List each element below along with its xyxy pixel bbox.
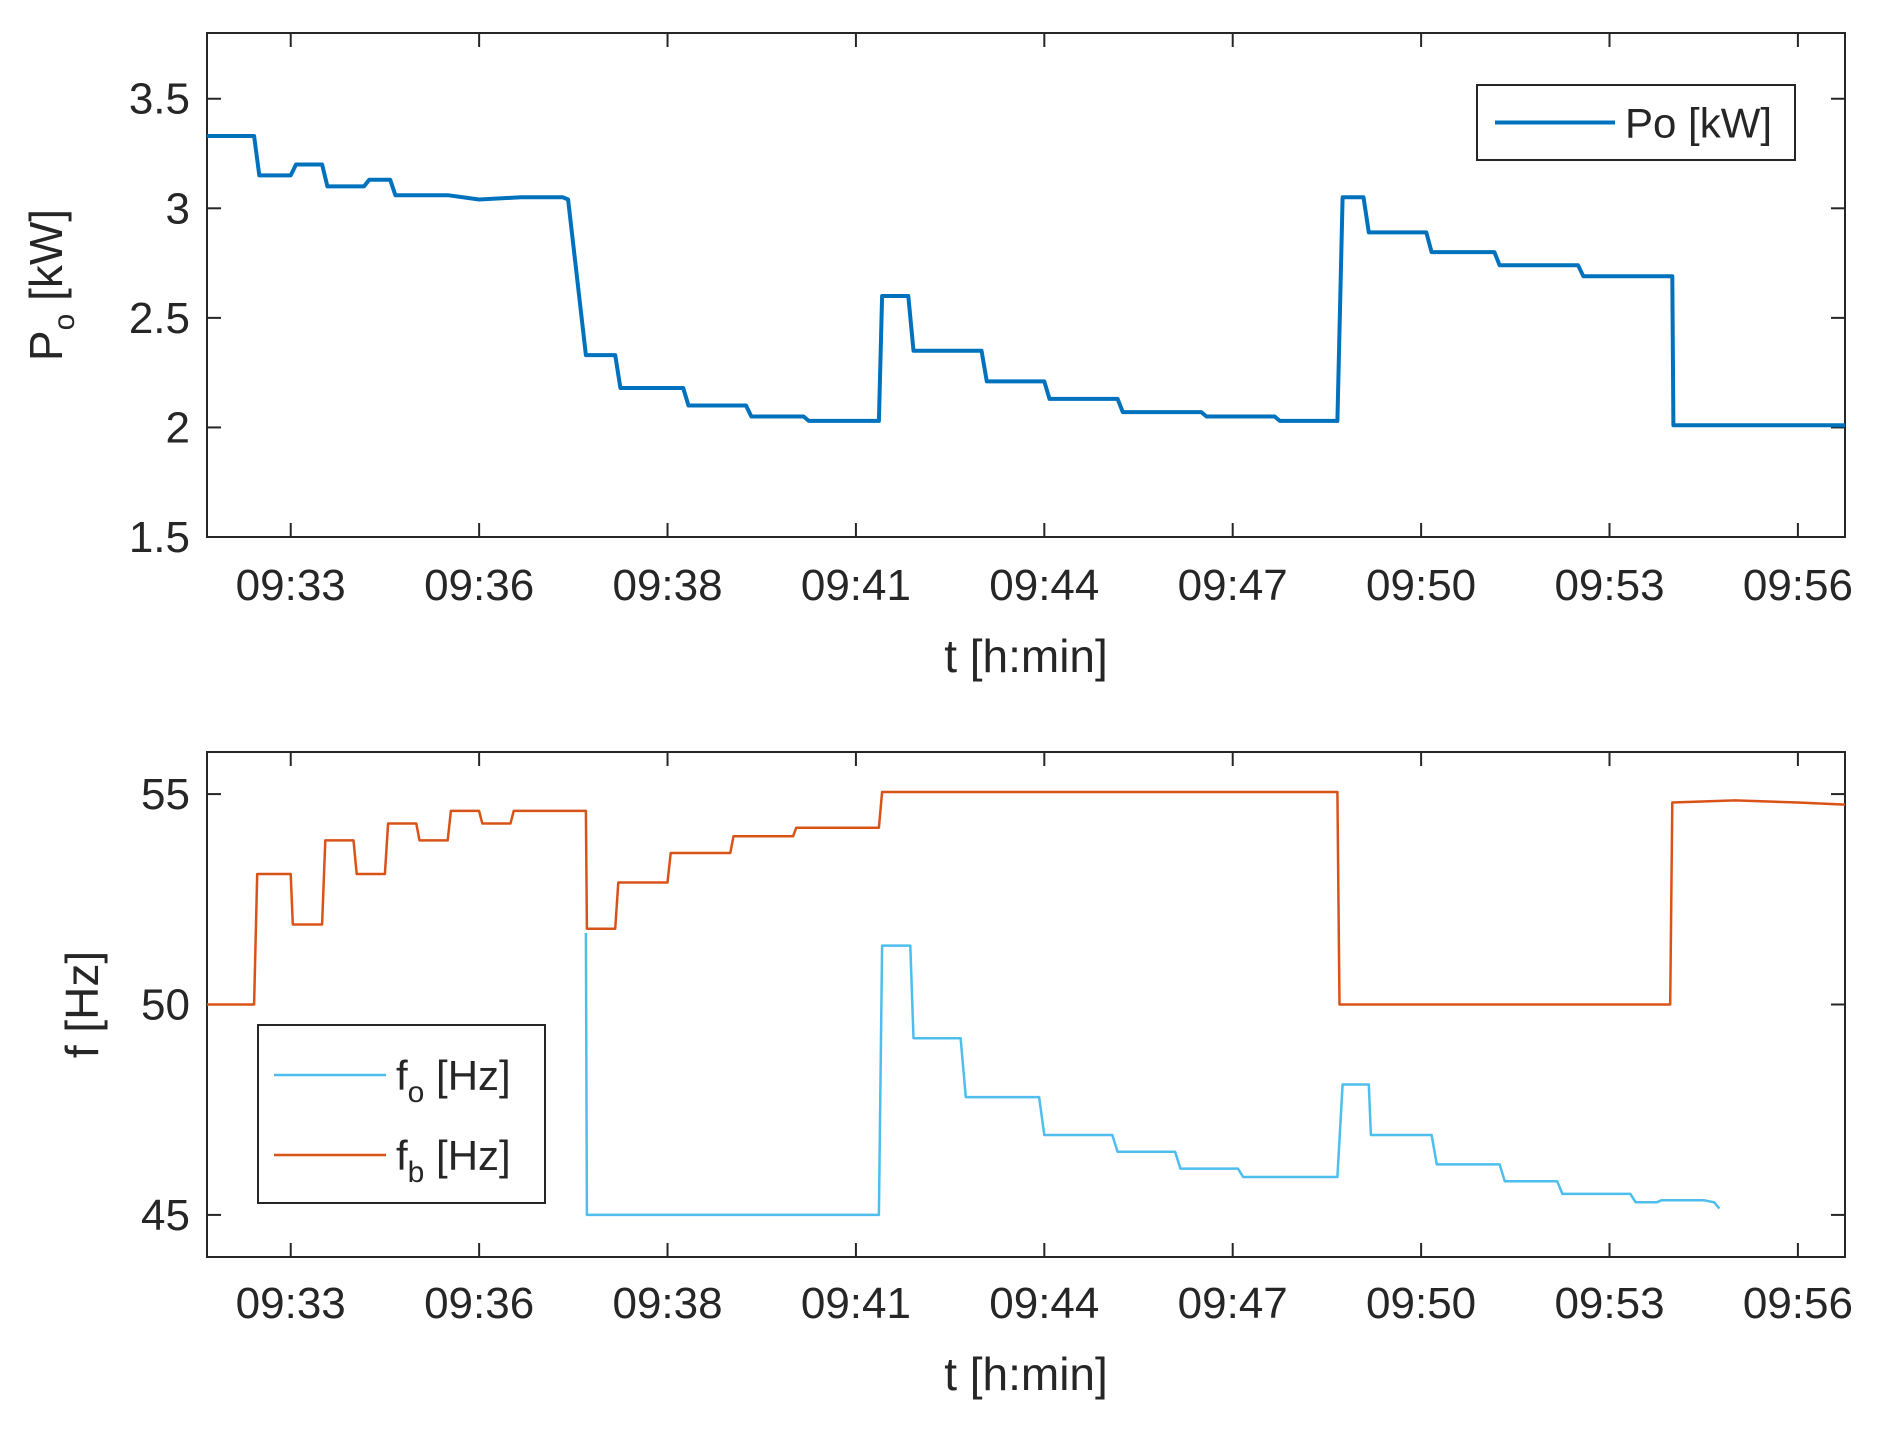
legend-box bbox=[257, 1024, 546, 1204]
x-tick-label: 09:53 bbox=[1554, 561, 1664, 610]
y-tick-label: 1.5 bbox=[129, 513, 190, 562]
y-axis-label: Po [kW] bbox=[20, 209, 81, 361]
x-tick-label: 09:47 bbox=[1178, 561, 1288, 610]
x-tick-label: 09:33 bbox=[236, 1279, 346, 1328]
legend-label-po: Po [kW] bbox=[1625, 100, 1772, 147]
x-tick-label: 09:36 bbox=[424, 561, 534, 610]
legend-label-unit: [Hz] bbox=[424, 1132, 510, 1179]
y-tick-label: 55 bbox=[141, 770, 190, 819]
legend: Po [kW] bbox=[1476, 84, 1796, 161]
y-tick-label: 45 bbox=[141, 1191, 190, 1240]
y-tick-label: 2 bbox=[166, 403, 190, 452]
x-tick-label: 09:56 bbox=[1743, 1279, 1853, 1328]
axes-frequency: 09:33 09:36 09:38 09:41 09:44 09:47 09:50 09:53… bbox=[56, 751, 1853, 1400]
x-tick-label: 09:38 bbox=[612, 561, 722, 610]
legend-label-subscript: o bbox=[408, 1076, 425, 1109]
x-axis-label: t [h:min] bbox=[944, 630, 1108, 682]
legend-label-fo: fo [Hz] bbox=[396, 1052, 511, 1109]
y-axis-label: f [Hz] bbox=[56, 951, 108, 1058]
x-tick-label: 09:47 bbox=[1178, 1279, 1288, 1328]
x-tick-label: 09:50 bbox=[1366, 1279, 1476, 1328]
y-axis-label-main: P bbox=[20, 330, 72, 361]
x-tick-label: 09:56 bbox=[1743, 561, 1853, 610]
x-tick-label: 09:38 bbox=[612, 1279, 722, 1328]
legend-label-subscript: b bbox=[408, 1156, 425, 1189]
y-tick-label: 2.5 bbox=[129, 294, 190, 343]
x-tick-label: 09:44 bbox=[989, 1279, 1099, 1328]
y-tick-label: 50 bbox=[141, 981, 190, 1030]
x-tick-label: 09:53 bbox=[1554, 1279, 1664, 1328]
x-tick-label: 09:36 bbox=[424, 1279, 534, 1328]
x-tick-label: 09:41 bbox=[801, 561, 911, 610]
axes-power: 09:33 09:36 09:38 09:41 09:44 09:47 09:50 09:53… bbox=[20, 32, 1853, 682]
series-line-fb bbox=[207, 790, 1845, 1006]
series-line-po bbox=[207, 134, 1845, 428]
series-line-fo bbox=[584, 932, 1721, 1217]
legend-label-fb: fb [Hz] bbox=[396, 1132, 511, 1189]
y-axis-label-unit: [kW] bbox=[20, 209, 72, 314]
legend-label-main: f bbox=[396, 1132, 408, 1179]
x-tick-label: 09:50 bbox=[1366, 561, 1476, 610]
legend-label-main: f bbox=[396, 1052, 408, 1099]
x-axis-label: t [h:min] bbox=[944, 1348, 1108, 1400]
legend-label-unit: [Hz] bbox=[424, 1052, 510, 1099]
y-tick-label: 3 bbox=[166, 184, 190, 233]
x-tick-label: 09:44 bbox=[989, 561, 1099, 610]
y-axis-label-subscript: o bbox=[48, 314, 81, 331]
x-tick-label: 09:33 bbox=[236, 561, 346, 610]
y-tick-label: 3.5 bbox=[129, 75, 190, 124]
x-tick-label: 09:41 bbox=[801, 1279, 911, 1328]
legend: fo [Hz]fb [Hz] bbox=[257, 1024, 546, 1204]
